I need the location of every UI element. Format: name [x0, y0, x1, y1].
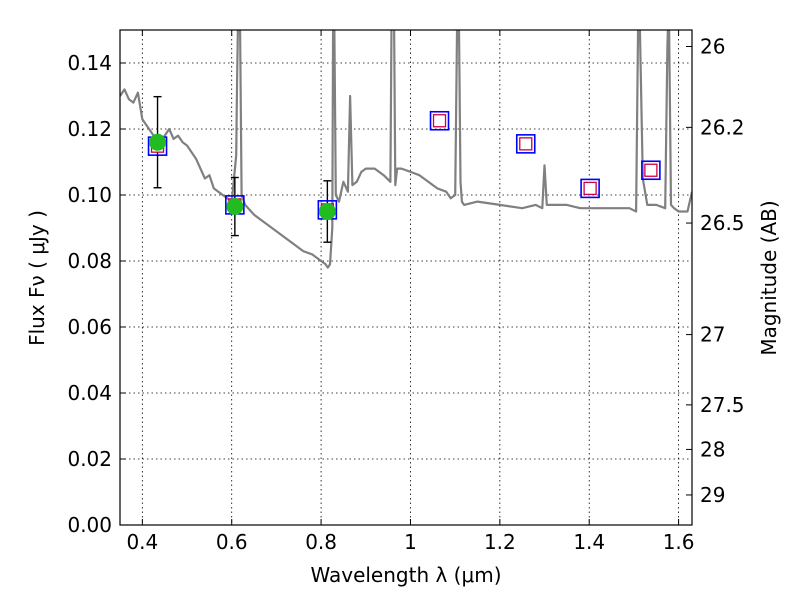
- x-tick-label: 0.4: [126, 530, 158, 554]
- right-tick-label: 26.5: [700, 211, 745, 235]
- x-tick-labels: 0.4 0.6 0.8 1 1.2 1.4 1.6: [126, 530, 694, 554]
- y-tick-label: 0.10: [67, 183, 112, 207]
- observed-point: [226, 198, 244, 216]
- x-tick-label: 1.2: [484, 530, 516, 554]
- model-sed-layer: [120, 30, 692, 269]
- observed-point: [149, 133, 167, 151]
- y-tick-labels: 0.00 0.02 0.04 0.06 0.08 0.10 0.12 0.14: [67, 51, 112, 537]
- model-photometry-box: [580, 178, 600, 199]
- tick-marks: [120, 30, 692, 526]
- model-sed-line: [120, 30, 692, 269]
- photometry-layer: [147, 95, 661, 243]
- y-tick-label: 0.06: [67, 315, 112, 339]
- y-tick-label: 0.04: [67, 381, 112, 405]
- grid-lines: [120, 30, 692, 525]
- observed-point: [318, 203, 336, 220]
- x-axis-label: Wavelength λ (μm): [310, 563, 501, 587]
- y-tick-label: 0.02: [67, 447, 112, 471]
- right-tick-label: 29: [700, 483, 725, 507]
- model-photometry-inner-box: [644, 163, 658, 177]
- x-tick-label: 1.4: [573, 530, 605, 554]
- right-tick-label: 26: [700, 35, 725, 59]
- model-photometry-box: [429, 110, 450, 131]
- plot-frame: [119, 29, 693, 526]
- right-tick-label: 27: [700, 323, 725, 347]
- y-tick-label: 0.14: [67, 51, 112, 75]
- y-axis-label: Flux Fν ( μJy ): [25, 210, 49, 346]
- right-tick-label: 28: [700, 437, 725, 461]
- x-tick-label: 0.8: [305, 530, 337, 554]
- model-photometry-inner-box: [519, 137, 533, 151]
- y-tick-label: 0.12: [67, 117, 112, 141]
- x-tick-label: 0.6: [216, 530, 248, 554]
- right-tick-label: 27.5: [700, 393, 745, 417]
- x-tick-label: 1: [404, 530, 417, 554]
- y-tick-label: 0.08: [67, 249, 112, 273]
- model-photometry-box: [515, 134, 536, 154]
- right-tick-labels: 26 26.2 26.5 27 27.5 28 29: [700, 35, 745, 507]
- right-axis-label: Magnitude (AB): [757, 200, 781, 355]
- model-photometry-inner-box: [583, 181, 597, 196]
- model-photometry-box: [641, 160, 661, 181]
- x-tick-label: 1.6: [663, 530, 695, 554]
- right-tick-label: 26.2: [700, 115, 745, 139]
- model-photometry-inner-box: [432, 114, 447, 128]
- y-tick-label: 0.00: [67, 513, 112, 537]
